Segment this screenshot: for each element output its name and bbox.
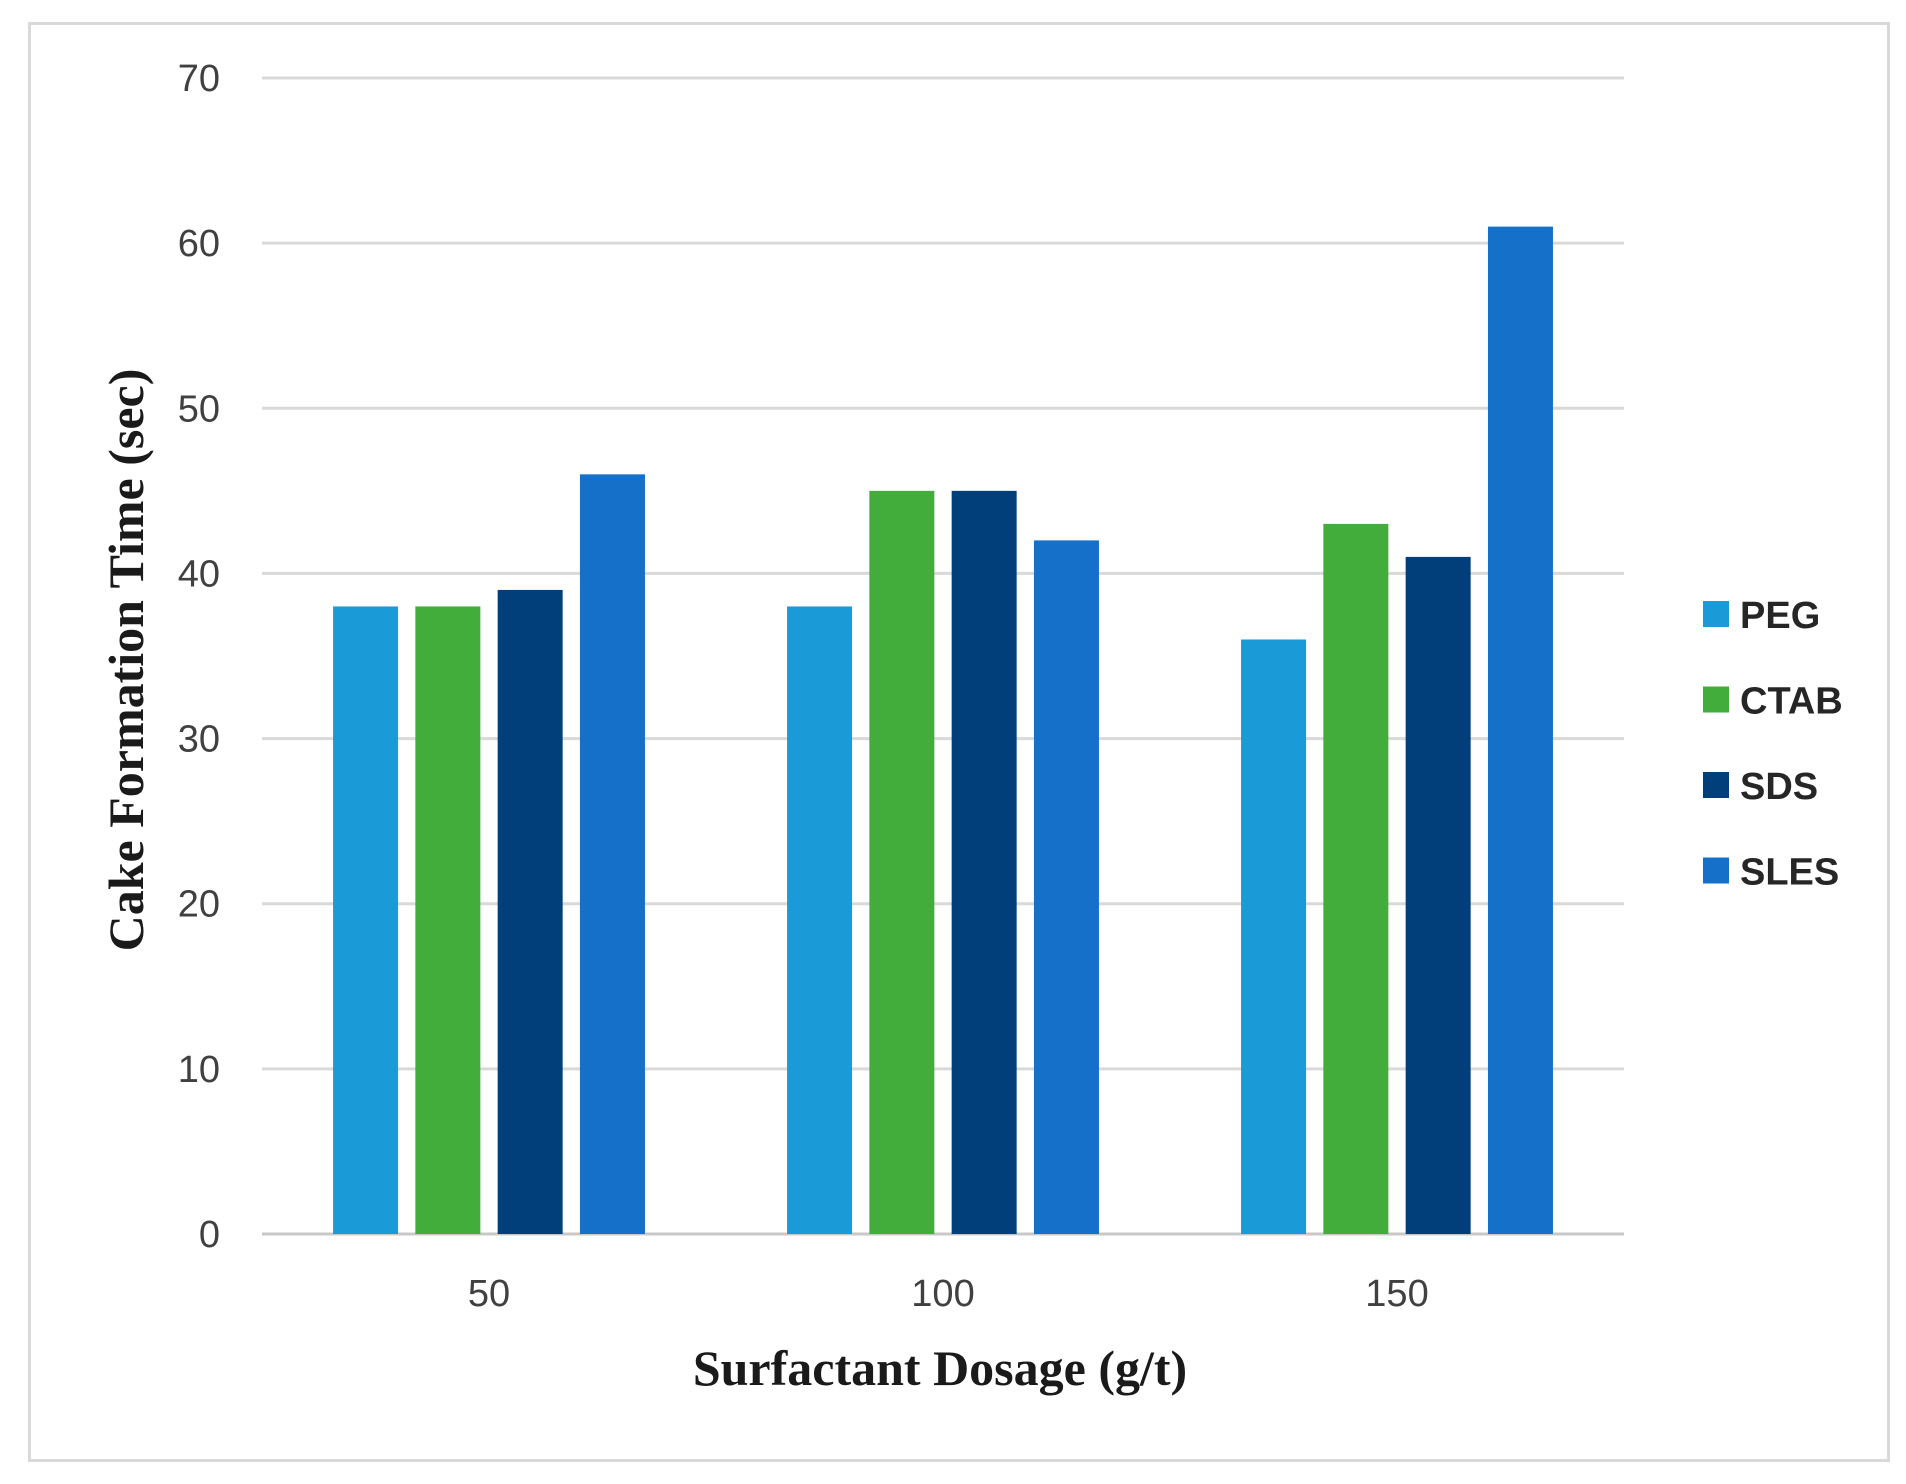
x-tick-label-50: 50 [468, 1273, 510, 1315]
legend-swatch-sds [1703, 772, 1729, 798]
legend-swatch-sles [1703, 857, 1729, 884]
y-tick-label-50: 50 [178, 388, 220, 430]
legend-label-ctab: CTAB [1740, 681, 1843, 723]
bar-ctab-150 [1323, 523, 1389, 1234]
bar-sles-100 [1033, 540, 1099, 1234]
bar-peg-100 [787, 606, 853, 1234]
x-axis-title: Surfactant Dosage (g/t) [693, 1340, 1187, 1396]
gridlines [262, 76, 1624, 1236]
x-tick-label-100: 100 [911, 1273, 974, 1315]
bar-peg-50 [333, 606, 399, 1234]
bar-sles-50 [579, 474, 645, 1234]
bar-sds-50 [497, 589, 563, 1234]
y-tick-label-40: 40 [178, 553, 220, 595]
y-tick-label-10: 10 [178, 1049, 220, 1091]
bar-sds-100 [951, 490, 1017, 1234]
x-tick-label-150: 150 [1365, 1273, 1428, 1315]
bar-peg-150 [1241, 639, 1307, 1234]
legend-label-sles: SLES [1740, 852, 1839, 894]
bar-sds-150 [1405, 556, 1471, 1234]
y-axis-title: Cake Formation Time (sec) [98, 369, 154, 952]
legend-swatch-ctab [1703, 686, 1729, 713]
legend: PEG CTAB SDS SLES [1703, 595, 1843, 894]
y-tick-label-70: 70 [178, 58, 220, 100]
y-tick-label-0: 0 [199, 1214, 220, 1256]
bar-sles-150 [1487, 226, 1553, 1235]
bars [333, 226, 1553, 1235]
bar-ctab-50 [415, 606, 481, 1234]
legend-label-sds: SDS [1740, 766, 1818, 808]
legend-swatch-peg [1703, 601, 1729, 627]
y-tick-label-20: 20 [178, 884, 220, 926]
bar-ctab-100 [869, 490, 935, 1234]
x-axis-ticks: 50 100 150 [468, 1273, 1429, 1315]
y-axis-ticks: 0 10 20 30 40 50 60 70 [178, 58, 220, 1256]
legend-label-peg: PEG [1740, 595, 1820, 637]
y-tick-label-30: 30 [178, 719, 220, 761]
y-tick-label-60: 60 [178, 223, 220, 265]
